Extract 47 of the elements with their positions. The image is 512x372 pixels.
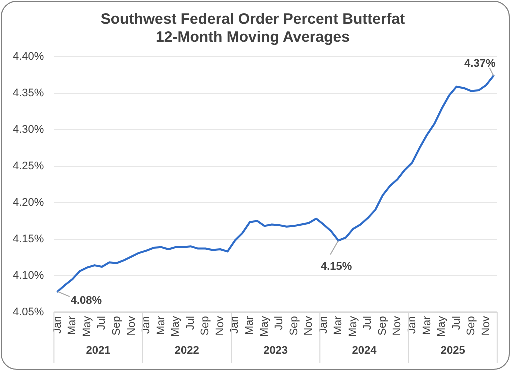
y-tick-label: 4.20% (12, 196, 44, 209)
x-tick-label: Mar (421, 316, 434, 336)
x-tick-label: Sep (466, 316, 478, 336)
x-tick-label: Mar (155, 316, 168, 336)
y-tick-label: 4.35% (12, 87, 44, 100)
x-tick-label: Mar (332, 316, 345, 336)
x-tick-label: May (347, 316, 360, 337)
x-tick-label: Jul (450, 316, 463, 330)
chart-title: Southwest Federal Order Percent Butterfat 12-Month Moving Averages (100, 11, 406, 46)
x-tick-label: Jan (406, 316, 419, 334)
text: 2021 (86, 345, 111, 358)
x-tick-label: Nov (214, 316, 226, 336)
x-tick-label: Nov (303, 316, 316, 336)
data-label: 4.15% (321, 260, 352, 273)
x-tick-label: Mar (66, 316, 79, 336)
x-tick-label: May (258, 316, 271, 337)
x-tick-label: May (81, 316, 94, 337)
data-label: 4.37% (464, 58, 496, 70)
x-tick-label: Jul (274, 316, 286, 330)
x-tick-label: Jan (140, 316, 153, 334)
y-tick-label: 4.10% (12, 270, 44, 282)
y-tick-label: 4.25% (12, 160, 44, 172)
x-tick-label: Nov (126, 316, 138, 336)
text: 2024 (352, 345, 378, 358)
text: 2022 (174, 345, 200, 358)
x-tick-label: Jan (229, 316, 242, 334)
data-label: 4.08% (70, 294, 102, 307)
x-tick-label: Jul (96, 316, 108, 330)
text: 2023 (264, 345, 288, 358)
x-tick-label: Jul (362, 316, 374, 330)
x-tick-label: Sep (288, 316, 300, 336)
x-tick-label: Nov (480, 316, 492, 336)
x-tick-label: Mar (244, 316, 256, 336)
y-tick-label: 4.15% (12, 233, 44, 246)
x-tick-label: May (436, 316, 448, 337)
x-tick-label: Nov (392, 316, 404, 336)
x-tick-label: Sep (376, 316, 389, 336)
x-tick-label: Jan (318, 316, 330, 334)
y-tick-label: 4.05% (12, 306, 44, 318)
x-tick-label: Sep (111, 316, 124, 336)
y-tick-label: 4.30% (12, 124, 44, 136)
text: 2025 (440, 345, 466, 358)
x-tick-label: May (170, 316, 182, 337)
x-tick-label: Jul (184, 316, 197, 330)
x-tick-label: Sep (200, 316, 212, 336)
y-tick-label: 4.40% (12, 51, 44, 64)
x-tick-label: Jan (52, 316, 64, 334)
